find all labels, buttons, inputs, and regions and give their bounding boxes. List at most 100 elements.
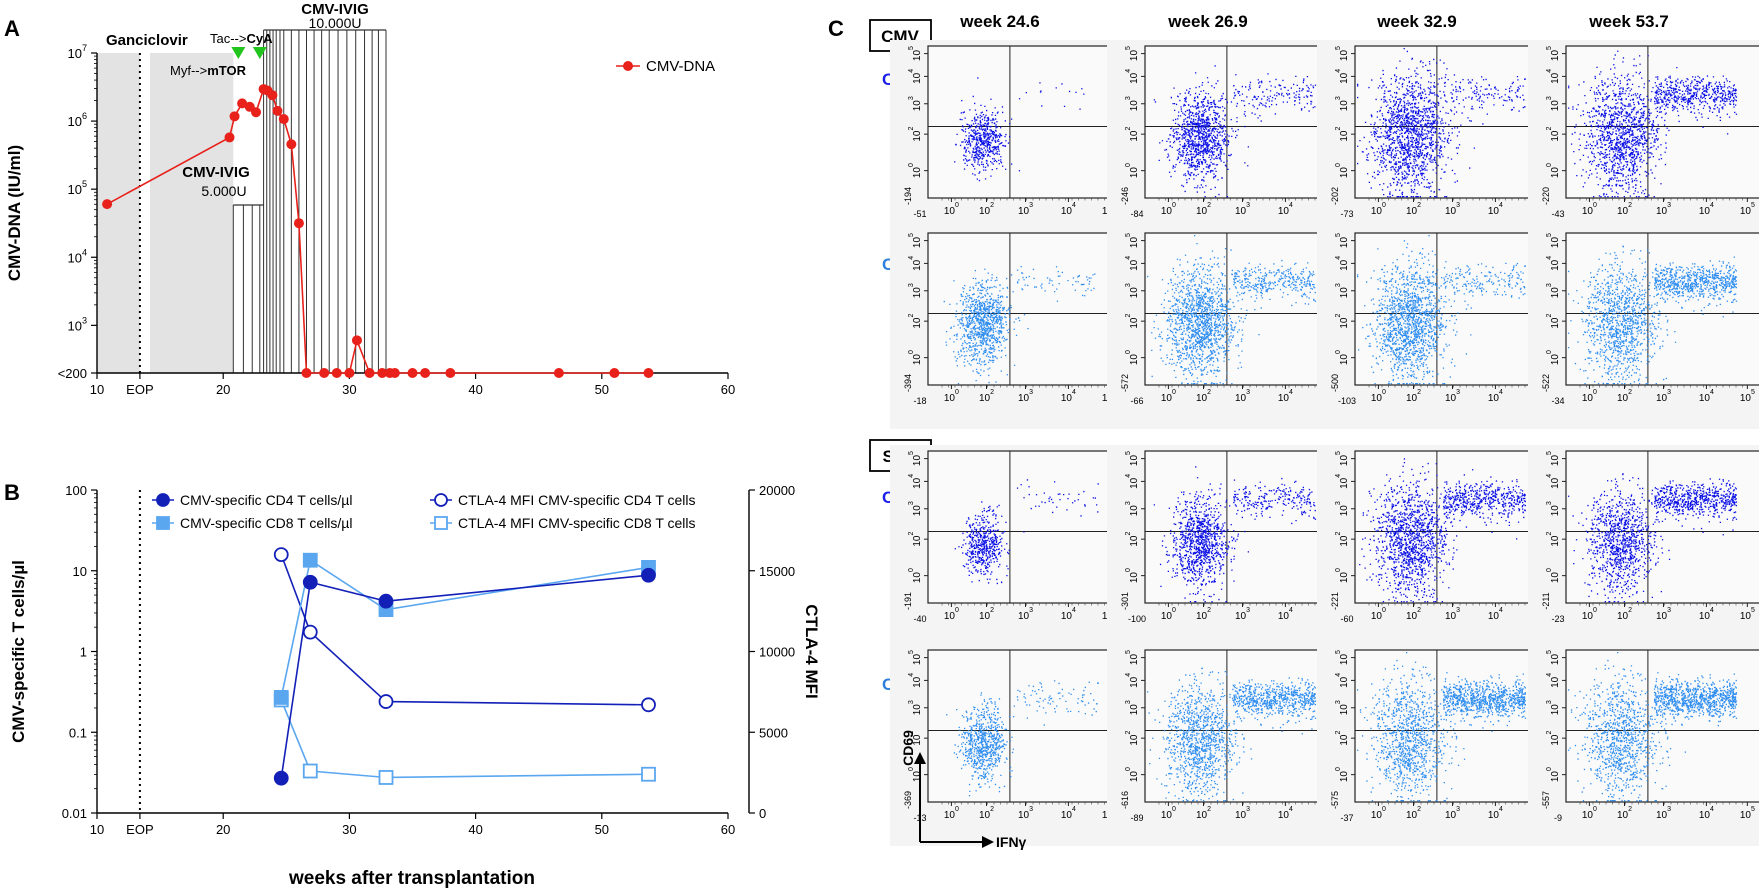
cmv-dna-point [272, 105, 283, 116]
y-tick-label-base: 10 [1339, 734, 1350, 746]
x-min-label: -34 [1551, 396, 1564, 406]
series-point [302, 763, 318, 779]
x-tick-label-sup: 5 [1751, 806, 1755, 813]
y-tick-label: 104 [67, 247, 87, 265]
y-tick-label: 102 [1335, 314, 1350, 329]
y-tick-label-base: 10 [1550, 72, 1561, 84]
y-tick-label-sup: 5 [1546, 451, 1553, 455]
event-dots [954, 77, 1085, 182]
x-min-label: -40 [913, 614, 926, 624]
y-tick-label: 104 [908, 673, 923, 688]
x-tick-label: 100 [1371, 607, 1386, 622]
y-tick-label-base: 10 [912, 317, 923, 329]
x-tick-label-base: 10 [1617, 810, 1629, 821]
y-axis-title: CMV-DNA (IU/ml) [5, 145, 24, 281]
x-tick-label: 105 [1740, 806, 1755, 821]
x-tick-label-sup: 3 [1029, 607, 1033, 614]
y-tick-label: 104 [1125, 256, 1140, 271]
x-tick-label-sup: 3 [1246, 607, 1250, 614]
x-tick-label-sup: 4 [1499, 389, 1503, 396]
y-tick-label: 102 [908, 731, 923, 746]
y-tick-label-base: 10 [1129, 572, 1140, 584]
y-tick-label-base: 10 [1550, 734, 1561, 746]
legend-marker [623, 61, 633, 71]
y-tick-label-base: 10 [67, 318, 81, 333]
cmv-dna-point [331, 368, 342, 378]
panel-b: 100 10 1 0.1 0.01 20000 15000 10000 5000 0 10 EOP 20… [9, 483, 821, 889]
plot-frame [1144, 232, 1341, 386]
y-tick-label-sup: 5 [82, 179, 87, 189]
series-point [641, 766, 656, 782]
x-tick-label: 103 [1656, 389, 1671, 404]
x-tick-label: 102 [1406, 202, 1421, 217]
x-tick-label-sup: 5 [1751, 202, 1755, 209]
y-tick-label-base: 10 [1129, 704, 1140, 716]
x-tick-label: 100 [1161, 806, 1176, 821]
legend-marker [434, 493, 448, 507]
x-tick-label-base: 10 [1582, 206, 1594, 217]
event-dots [1568, 652, 1738, 802]
x-tick-label: 105 [1740, 202, 1755, 217]
x-tick-label-sup: 0 [1172, 389, 1176, 396]
ifng-label: IFNγ [996, 834, 1027, 850]
y-tick-label-base: 10 [1550, 50, 1561, 62]
cmv-dna-point [364, 368, 375, 378]
x-tick-label: 102 [1406, 806, 1421, 821]
panel-letter-c: C [828, 16, 844, 41]
x-tick-label: 104 [1061, 202, 1076, 217]
y-tick-label-sup: 0 [908, 350, 915, 354]
x-tick-label-base: 10 [1018, 393, 1030, 404]
x-tick-label: 104 [1699, 389, 1714, 404]
y-tick-label-base: 10 [1129, 287, 1140, 299]
x-tick-label-base: 10 [944, 611, 956, 622]
y-tick-label-base: 10 [1550, 654, 1561, 666]
x-tick-label: 30 [342, 822, 356, 837]
y-tick-label-sup: 0 [1335, 568, 1342, 572]
y-tick-label: 104 [908, 474, 923, 489]
y-tick-label-sup: 2 [1335, 127, 1342, 131]
x-tick-label-base: 10 [1740, 810, 1752, 821]
x-tick-label-base: 10 [1061, 206, 1073, 217]
x-tick-label-base: 10 [1582, 611, 1594, 622]
plot-frame [1144, 450, 1341, 604]
plot-frame [1565, 450, 1759, 604]
y-tick-label-sup: 6 [82, 111, 87, 121]
y-min-label: -211 [1541, 592, 1551, 609]
x-tick-label-sup: 0 [1382, 389, 1386, 396]
y-tick-label: 103 [1125, 283, 1140, 298]
y-tick-label: 102 [1335, 127, 1350, 142]
y-tick-label-sup: 5 [908, 233, 915, 237]
y-tick-label: 100 [65, 483, 87, 498]
x-tick-label-base: 10 [1406, 810, 1418, 821]
y-tick-label-sup: 5 [1546, 46, 1553, 50]
x-min-label: -66 [1130, 396, 1143, 406]
x-min-label: -89 [1130, 813, 1143, 823]
y-tick-label-sup: 4 [908, 256, 915, 260]
y-tick-label: 104 [1335, 474, 1350, 489]
x-tick-label-sup: 4 [1499, 607, 1503, 614]
series-point [273, 690, 289, 705]
y-tick-label-base: 10 [1339, 676, 1350, 688]
x-tick-label-sup: 0 [1382, 806, 1386, 813]
x-tick-label-base: 10 [1488, 393, 1500, 404]
y-tick-label: 105 [1546, 233, 1561, 248]
x-tick-label-base: 10 [979, 206, 991, 217]
y-tick-label-base: 10 [1339, 317, 1350, 329]
x-tick-label: 105 [1740, 607, 1755, 622]
legend-label: CMV-specific CD4 T cells/µl [180, 492, 352, 508]
y-tick-label: 103 [1546, 283, 1561, 298]
y-tick-label: 100 [1546, 350, 1561, 365]
y-tick-label: 104 [1125, 673, 1140, 688]
y-tick-label-base: 10 [67, 250, 81, 265]
y-tick-label: 105 [908, 451, 923, 466]
x-tick-label-sup: 3 [1456, 607, 1460, 614]
y-tick-label-sup: 4 [1335, 474, 1342, 478]
y-tick-label-sup: 3 [1125, 283, 1132, 287]
x-tick-label: 103 [1445, 607, 1460, 622]
x-tick-label-base: 10 [1371, 393, 1383, 404]
plot-frame [1354, 450, 1551, 604]
x-tick-label: 103 [1018, 607, 1033, 622]
y-tick-label-base: 10 [1550, 259, 1561, 271]
